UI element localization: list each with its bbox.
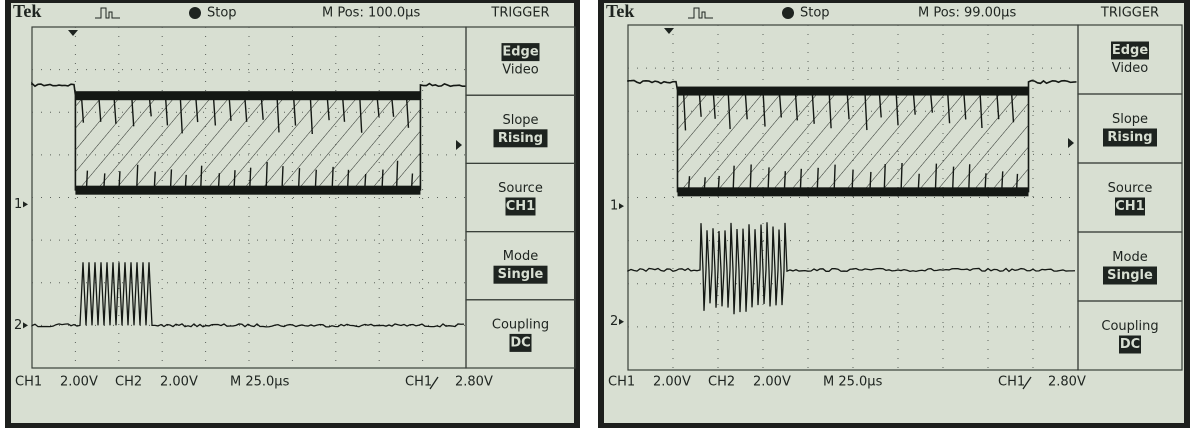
trigger-position (68, 30, 78, 36)
ch1-spikes (80, 95, 414, 191)
ch1-trace (627, 79, 1077, 193)
ch1-burst-top (677, 86, 1029, 96)
ch1-spikes (682, 90, 1019, 193)
menu-option: Slope (1112, 112, 1148, 127)
menu-box (1077, 300, 1183, 371)
ch2-trace (31, 262, 465, 328)
channel-arrow (23, 322, 28, 329)
readout: CH1 (608, 375, 635, 390)
channel-arrow (619, 318, 624, 325)
readout: CH2 (708, 375, 735, 390)
menu-option: CH1 (506, 199, 535, 214)
menu-option: DC (1120, 337, 1140, 352)
readout: 2.80V (455, 375, 493, 390)
menu-option: Video (1112, 61, 1148, 76)
menu-option: Source (1108, 181, 1153, 196)
channel-marker: 2 (610, 314, 618, 329)
channel-arrow (619, 203, 624, 210)
readout: CH1 (998, 375, 1025, 390)
menu-highlight (509, 333, 532, 352)
menu-option: Mode (503, 249, 538, 264)
menu-highlight (1115, 197, 1145, 216)
brand: Tek (606, 1, 634, 21)
menu-highlight (493, 265, 548, 284)
menu-option: Coupling (1101, 319, 1158, 334)
menu-option: Video (502, 63, 538, 78)
readout: CH2 (115, 375, 142, 390)
menu-title: TRIGGER (490, 6, 549, 21)
ch1-burst-fill (75, 95, 421, 191)
readout: M 25.0µs (230, 375, 290, 390)
readout: 2.80V (1048, 375, 1086, 390)
readout: 2.00V (60, 375, 98, 390)
menu-box (465, 299, 576, 369)
readout: 2.00V (653, 375, 691, 390)
trigger-icon (688, 7, 713, 19)
menu-option: Single (1107, 268, 1153, 283)
menu-highlight (1103, 266, 1157, 285)
trigger-position (664, 28, 674, 34)
trigger-level (1068, 138, 1074, 148)
brand: Tek (13, 1, 41, 21)
menu-highlight (1103, 128, 1157, 147)
menu-title: TRIGGER (1100, 6, 1159, 21)
readout: M 25.0µs (823, 375, 883, 390)
menu-option: Edge (502, 45, 538, 60)
stop-dot (189, 7, 201, 19)
stop-dot (782, 7, 794, 19)
acquisition-status: Stop (207, 6, 237, 21)
readout: 2.00V (753, 375, 791, 390)
menu-option: Source (498, 181, 543, 196)
ch1-trace (31, 81, 466, 191)
menu-highlight (1111, 41, 1149, 60)
scope-screen: Tek Stop M Pos: 100.0µs TRIGGER 1 2 Edge Video S… (5, 0, 580, 428)
menu-option: DC (510, 335, 530, 350)
ch2-trace (627, 222, 1076, 315)
ch1-burst-top (75, 91, 421, 101)
menu-option: Slope (502, 113, 538, 128)
ch1-burst-bottom (677, 187, 1029, 197)
menu-option: Rising (1107, 130, 1152, 145)
menu-option: Edge (1112, 43, 1148, 58)
menu-highlight (1119, 335, 1141, 354)
channel-arrow (23, 201, 28, 208)
readout: CH1 (405, 375, 432, 390)
trigger-level (456, 140, 462, 150)
scope-screen: Tek Stop M Pos: 99.00µs TRIGGER 1 2 Edge Video S… (598, 0, 1190, 428)
readout: 2.00V (160, 375, 198, 390)
horizontal-position: M Pos: 99.00µs (918, 6, 1016, 21)
menu-option: Rising (498, 131, 543, 146)
channel-marker: 1 (610, 199, 618, 214)
menu-highlight (505, 197, 536, 216)
readout: CH1 (15, 375, 42, 390)
acquisition-status: Stop (800, 6, 830, 21)
ch1-burst-bottom (75, 185, 421, 195)
trigger-icon (95, 7, 120, 19)
menu-option: Single (498, 267, 544, 282)
channel-marker: 1 (14, 197, 22, 212)
channel-marker: 2 (14, 318, 22, 333)
menu-option: CH1 (1115, 199, 1144, 214)
menu-highlight (493, 129, 548, 148)
menu-option: Coupling (492, 317, 549, 332)
horizontal-position: M Pos: 100.0µs (322, 6, 420, 21)
slope-icon (1022, 376, 1032, 390)
slope-icon (429, 376, 439, 390)
menu-option: Mode (1112, 250, 1147, 265)
menu-highlight (501, 43, 540, 62)
screen-display (604, 3, 1184, 423)
